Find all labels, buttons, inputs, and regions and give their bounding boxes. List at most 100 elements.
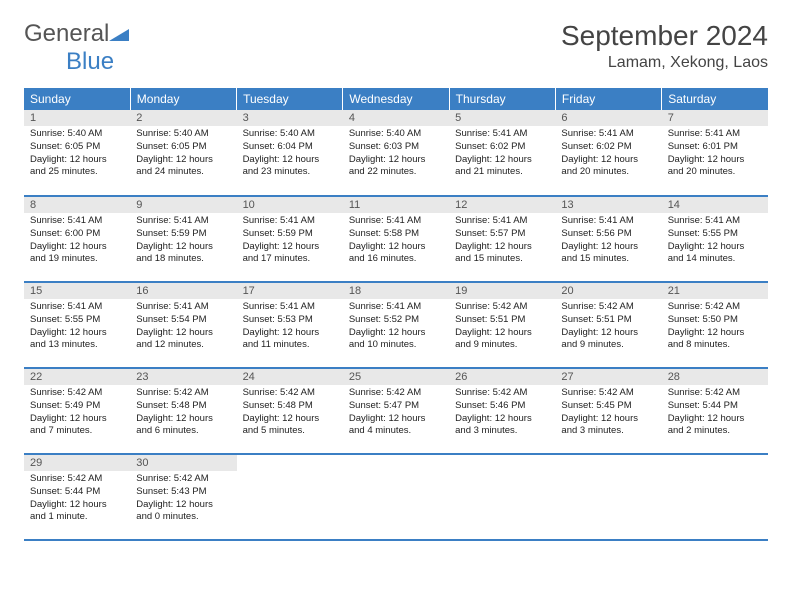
logo-text: General Blue	[24, 20, 129, 76]
day-cell: 5Sunrise: 5:41 AMSunset: 6:02 PMDaylight…	[449, 110, 555, 196]
calendar-body: 1Sunrise: 5:40 AMSunset: 6:05 PMDaylight…	[24, 110, 768, 540]
day-cell: 24Sunrise: 5:42 AMSunset: 5:48 PMDayligh…	[237, 368, 343, 454]
day-content: Sunrise: 5:42 AMSunset: 5:50 PMDaylight:…	[662, 299, 768, 356]
logo-word1: General	[24, 20, 109, 47]
day-cell: 4Sunrise: 5:40 AMSunset: 6:03 PMDaylight…	[343, 110, 449, 196]
day-cell: 6Sunrise: 5:41 AMSunset: 6:02 PMDaylight…	[555, 110, 661, 196]
day-content: Sunrise: 5:41 AMSunset: 5:57 PMDaylight:…	[449, 213, 555, 270]
day-cell: 18Sunrise: 5:41 AMSunset: 5:52 PMDayligh…	[343, 282, 449, 368]
day-cell: 21Sunrise: 5:42 AMSunset: 5:50 PMDayligh…	[662, 282, 768, 368]
day-content: Sunrise: 5:42 AMSunset: 5:44 PMDaylight:…	[24, 471, 130, 528]
day-content: Sunrise: 5:42 AMSunset: 5:44 PMDaylight:…	[662, 385, 768, 442]
day-number: 3	[237, 110, 343, 126]
header: General Blue September 2024 Lamam, Xekon…	[24, 20, 768, 76]
day-number: 15	[24, 283, 130, 299]
day-number: 13	[555, 197, 661, 213]
day-content: Sunrise: 5:42 AMSunset: 5:51 PMDaylight:…	[449, 299, 555, 356]
day-content: Sunrise: 5:41 AMSunset: 6:02 PMDaylight:…	[555, 126, 661, 183]
month-title: September 2024	[561, 20, 768, 52]
day-content: Sunrise: 5:42 AMSunset: 5:49 PMDaylight:…	[24, 385, 130, 442]
day-number: 1	[24, 110, 130, 126]
day-number: 30	[130, 455, 236, 471]
day-content: Sunrise: 5:41 AMSunset: 5:58 PMDaylight:…	[343, 213, 449, 270]
day-cell: 20Sunrise: 5:42 AMSunset: 5:51 PMDayligh…	[555, 282, 661, 368]
location: Lamam, Xekong, Laos	[561, 54, 768, 72]
day-content: Sunrise: 5:42 AMSunset: 5:48 PMDaylight:…	[237, 385, 343, 442]
day-cell: 25Sunrise: 5:42 AMSunset: 5:47 PMDayligh…	[343, 368, 449, 454]
day-content: Sunrise: 5:40 AMSunset: 6:04 PMDaylight:…	[237, 126, 343, 183]
title-block: September 2024 Lamam, Xekong, Laos	[561, 20, 768, 72]
day-number: 5	[449, 110, 555, 126]
day-cell: 8Sunrise: 5:41 AMSunset: 6:00 PMDaylight…	[24, 196, 130, 282]
day-number: 17	[237, 283, 343, 299]
day-content: Sunrise: 5:41 AMSunset: 6:00 PMDaylight:…	[24, 213, 130, 270]
day-number: 19	[449, 283, 555, 299]
day-number: 7	[662, 110, 768, 126]
day-content: Sunrise: 5:41 AMSunset: 5:52 PMDaylight:…	[343, 299, 449, 356]
day-number: 23	[130, 369, 236, 385]
day-cell: 29Sunrise: 5:42 AMSunset: 5:44 PMDayligh…	[24, 454, 130, 540]
day-number: 11	[343, 197, 449, 213]
day-cell: 27Sunrise: 5:42 AMSunset: 5:45 PMDayligh…	[555, 368, 661, 454]
day-content: Sunrise: 5:41 AMSunset: 6:01 PMDaylight:…	[662, 126, 768, 183]
day-cell: 12Sunrise: 5:41 AMSunset: 5:57 PMDayligh…	[449, 196, 555, 282]
day-cell: 11Sunrise: 5:41 AMSunset: 5:58 PMDayligh…	[343, 196, 449, 282]
day-content: Sunrise: 5:41 AMSunset: 5:56 PMDaylight:…	[555, 213, 661, 270]
day-number: 2	[130, 110, 236, 126]
weekday-header: Wednesday	[343, 88, 449, 110]
day-cell: 14Sunrise: 5:41 AMSunset: 5:55 PMDayligh…	[662, 196, 768, 282]
logo-triangle-icon	[109, 20, 129, 48]
day-number: 6	[555, 110, 661, 126]
day-cell: 7Sunrise: 5:41 AMSunset: 6:01 PMDaylight…	[662, 110, 768, 196]
day-cell: 15Sunrise: 5:41 AMSunset: 5:55 PMDayligh…	[24, 282, 130, 368]
day-number: 20	[555, 283, 661, 299]
day-content: Sunrise: 5:40 AMSunset: 6:05 PMDaylight:…	[130, 126, 236, 183]
day-number: 27	[555, 369, 661, 385]
weekday-row: SundayMondayTuesdayWednesdayThursdayFrid…	[24, 88, 768, 110]
day-content: Sunrise: 5:41 AMSunset: 5:55 PMDaylight:…	[24, 299, 130, 356]
day-content: Sunrise: 5:41 AMSunset: 5:54 PMDaylight:…	[130, 299, 236, 356]
day-cell: 9Sunrise: 5:41 AMSunset: 5:59 PMDaylight…	[130, 196, 236, 282]
day-number: 24	[237, 369, 343, 385]
day-number: 26	[449, 369, 555, 385]
day-content: Sunrise: 5:42 AMSunset: 5:46 PMDaylight:…	[449, 385, 555, 442]
weekday-header: Saturday	[662, 88, 768, 110]
day-cell: 28Sunrise: 5:42 AMSunset: 5:44 PMDayligh…	[662, 368, 768, 454]
day-number: 14	[662, 197, 768, 213]
day-cell: 23Sunrise: 5:42 AMSunset: 5:48 PMDayligh…	[130, 368, 236, 454]
weekday-header: Sunday	[24, 88, 130, 110]
day-content: Sunrise: 5:41 AMSunset: 5:53 PMDaylight:…	[237, 299, 343, 356]
calendar-table: SundayMondayTuesdayWednesdayThursdayFrid…	[24, 88, 768, 541]
day-number: 4	[343, 110, 449, 126]
day-number: 22	[24, 369, 130, 385]
day-cell: 13Sunrise: 5:41 AMSunset: 5:56 PMDayligh…	[555, 196, 661, 282]
day-cell: 1Sunrise: 5:40 AMSunset: 6:05 PMDaylight…	[24, 110, 130, 196]
day-content: Sunrise: 5:40 AMSunset: 6:05 PMDaylight:…	[24, 126, 130, 183]
day-number: 18	[343, 283, 449, 299]
day-content: Sunrise: 5:41 AMSunset: 5:59 PMDaylight:…	[130, 213, 236, 270]
logo-word2: Blue	[66, 48, 114, 75]
day-content: Sunrise: 5:42 AMSunset: 5:43 PMDaylight:…	[130, 471, 236, 528]
day-number: 10	[237, 197, 343, 213]
day-number: 8	[24, 197, 130, 213]
day-content: Sunrise: 5:42 AMSunset: 5:45 PMDaylight:…	[555, 385, 661, 442]
day-number: 29	[24, 455, 130, 471]
day-content: Sunrise: 5:41 AMSunset: 5:55 PMDaylight:…	[662, 213, 768, 270]
day-content: Sunrise: 5:40 AMSunset: 6:03 PMDaylight:…	[343, 126, 449, 183]
day-number: 16	[130, 283, 236, 299]
calendar-head: SundayMondayTuesdayWednesdayThursdayFrid…	[24, 88, 768, 110]
day-cell: 3Sunrise: 5:40 AMSunset: 6:04 PMDaylight…	[237, 110, 343, 196]
weekday-header: Thursday	[449, 88, 555, 110]
day-number: 9	[130, 197, 236, 213]
day-number: 25	[343, 369, 449, 385]
day-cell: 16Sunrise: 5:41 AMSunset: 5:54 PMDayligh…	[130, 282, 236, 368]
day-number: 21	[662, 283, 768, 299]
day-cell: 10Sunrise: 5:41 AMSunset: 5:59 PMDayligh…	[237, 196, 343, 282]
day-number: 28	[662, 369, 768, 385]
weekday-header: Friday	[555, 88, 661, 110]
weekday-header: Tuesday	[237, 88, 343, 110]
day-content: Sunrise: 5:42 AMSunset: 5:51 PMDaylight:…	[555, 299, 661, 356]
day-content: Sunrise: 5:42 AMSunset: 5:47 PMDaylight:…	[343, 385, 449, 442]
weekday-header: Monday	[130, 88, 236, 110]
logo: General Blue	[24, 20, 129, 76]
